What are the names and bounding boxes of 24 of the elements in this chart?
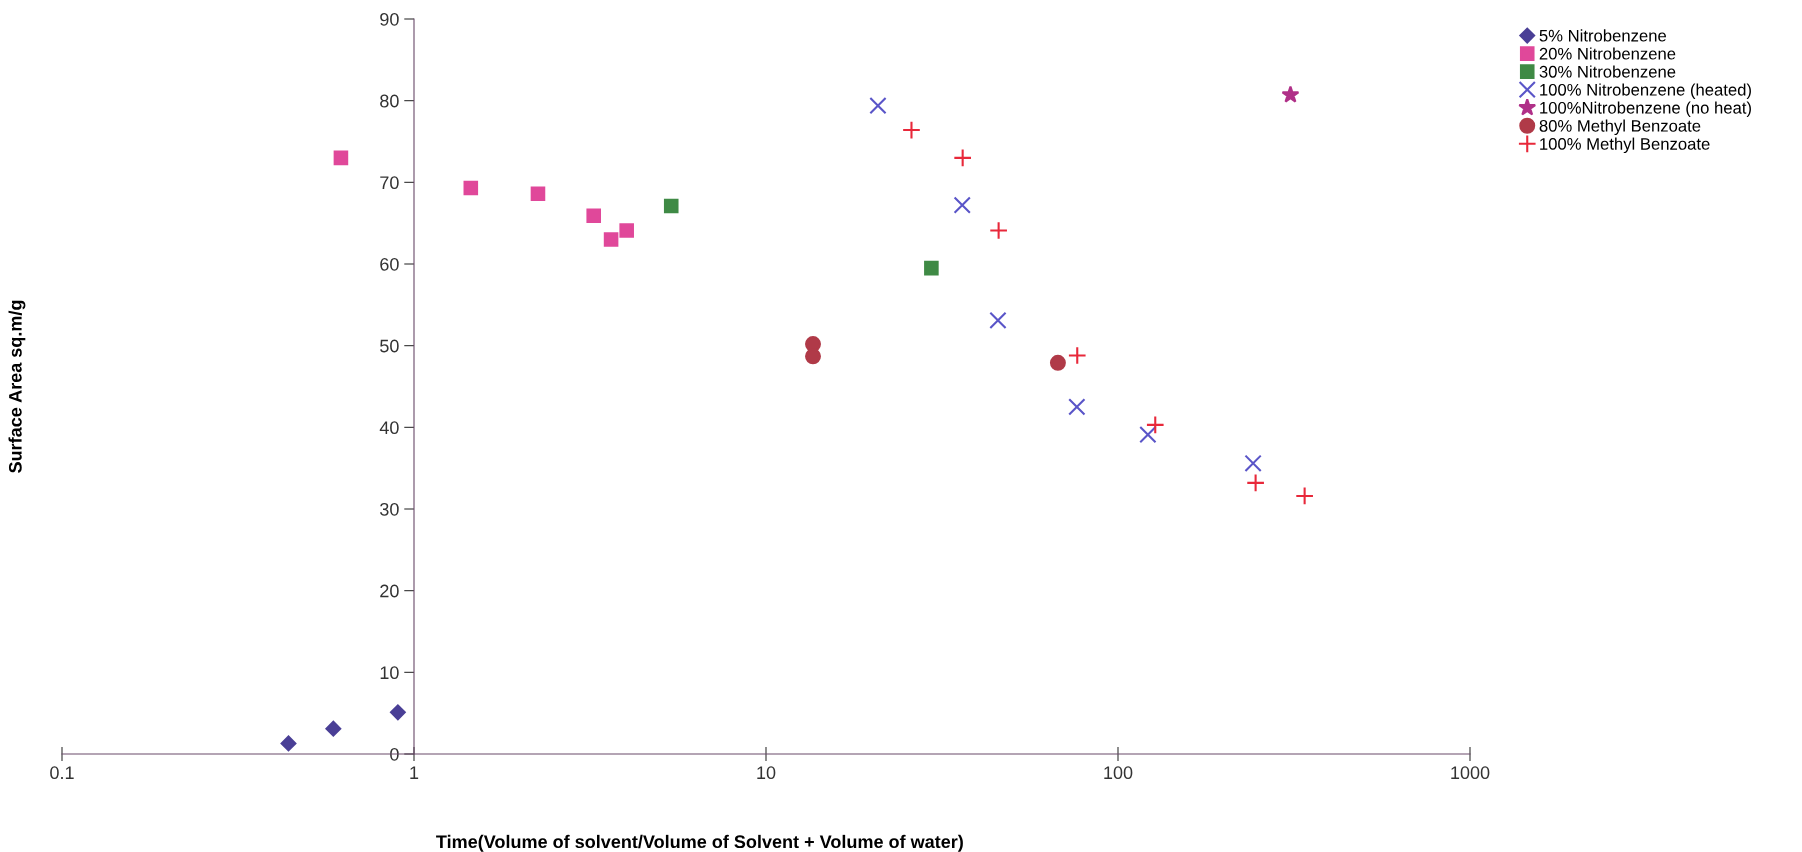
y-tick-label: 70 (380, 176, 399, 190)
x-tick-label: 0.1 (50, 766, 74, 780)
x-tick-label: 100 (1104, 766, 1133, 780)
y-axis-title: Surface Area sq.m/g (8, 300, 26, 473)
x-tick-label: 1000 (1451, 766, 1490, 780)
y-tick-label: 40 (379, 421, 399, 435)
legend-label: 100% Nitrobenzene (heated) (1540, 83, 1751, 99)
y-tick-label: 90 (380, 12, 399, 26)
y-tick-label: 50 (380, 339, 399, 353)
x-tick-label: 10 (757, 766, 776, 780)
y-tick-label: 0 (390, 747, 399, 761)
y-tick-label: 20 (380, 584, 399, 598)
legend-label: 30% Nitrobenzene (1539, 65, 1676, 78)
legend-label: 5% Nitrobenzene (1539, 29, 1667, 42)
x-tick-label: 1 (410, 766, 419, 779)
legend-label: 80% Methyl Benzoate (1539, 119, 1701, 136)
y-tick-label: 60 (380, 257, 399, 271)
legend-label: 20% Nitrobenzene (1539, 47, 1676, 60)
y-tick-label: 10 (380, 666, 399, 680)
y-tick-label: 80 (380, 94, 399, 108)
legend-label: 100% Methyl Benzoate (1540, 137, 1710, 154)
y-tick-label: 30 (380, 502, 399, 516)
x-axis-title: Time(Volume of solvent/Volume of Solvent + Volume of water) (436, 834, 963, 852)
legend-label: 100%Nitrobenzene (no heat) (1540, 101, 1751, 118)
